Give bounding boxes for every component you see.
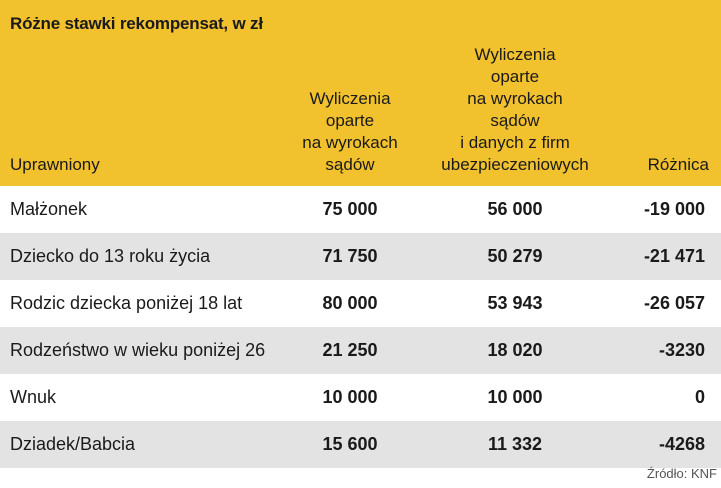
- row-value-court: 80 000: [322, 293, 378, 313]
- table-row: Dziecko do 13 roku życia 71 750 50 279 -…: [0, 233, 721, 280]
- row-difference: -19 000: [643, 199, 705, 219]
- header-court-rulings-line: sądów: [325, 155, 375, 174]
- row-name: Dziecko do 13 roku życia: [10, 246, 211, 266]
- header-court-rulings-line: na wyrokach: [302, 133, 398, 152]
- table-row: Dziadek/Babcia 15 600 11 332 -4268: [0, 421, 721, 468]
- header-court-rulings-line: oparte: [325, 111, 375, 130]
- row-value-insurers: 53 943: [487, 293, 543, 313]
- row-value-court: 15 600: [322, 434, 378, 454]
- row-difference: -3230: [658, 340, 705, 360]
- row-name: Dziadek/Babcia: [10, 434, 136, 454]
- header-court-and-insurers-line: oparte: [490, 67, 540, 86]
- table-title: Różne stawki rekompensat, w zł: [10, 14, 263, 33]
- header-court-rulings: Wyliczenia oparte na wyrokach sądów: [290, 88, 410, 176]
- header-court-and-insurers-line: sądów: [490, 111, 540, 130]
- compensation-table: Różne stawki rekompensat, w zł Uprawnion…: [0, 0, 721, 468]
- header-court-and-insurers-line: Wyliczenia: [474, 45, 556, 64]
- row-value-insurers: 56 000: [487, 199, 543, 219]
- row-value-insurers: 50 279: [487, 246, 543, 266]
- header-difference: Różnica: [647, 155, 709, 174]
- row-difference: -26 057: [643, 293, 705, 313]
- source-note: Źródło: KNF: [646, 466, 717, 481]
- header-uprawniony: Uprawniony: [10, 155, 100, 174]
- table-header: Różne stawki rekompensat, w zł Uprawnion…: [0, 0, 721, 186]
- table-row: Rodzeństwo w wieku poniżej 26 21 250 18 …: [0, 327, 721, 374]
- row-value-insurers: 18 020: [487, 340, 543, 360]
- row-value-court: 21 250: [322, 340, 378, 360]
- header-court-and-insurers-line: ubezpieczeniowych: [441, 155, 589, 174]
- row-value-insurers: 10 000: [487, 387, 543, 407]
- table-row: Małżonek 75 000 56 000 -19 000: [0, 186, 721, 233]
- header-court-and-insurers-line: i danych z firm: [460, 133, 570, 152]
- row-value-court: 10 000: [322, 387, 378, 407]
- header-court-and-insurers: Wyliczenia oparte na wyrokach sądów i da…: [420, 44, 610, 176]
- row-name: Rodzic dziecka poniżej 18 lat: [10, 293, 243, 313]
- row-name: Małżonek: [10, 199, 88, 219]
- header-court-and-insurers-line: na wyrokach: [467, 89, 563, 108]
- row-difference: -4268: [658, 434, 705, 454]
- row-value-court: 75 000: [322, 199, 378, 219]
- header-court-rulings-line: Wyliczenia: [309, 89, 391, 108]
- row-name: Wnuk: [10, 387, 57, 407]
- row-difference: 0: [694, 387, 705, 407]
- table-row: Wnuk 10 000 10 000 0: [0, 374, 721, 421]
- row-value-insurers: 11 332: [487, 434, 543, 454]
- table-row: Rodzic dziecka poniżej 18 lat 80 000 53 …: [0, 280, 721, 327]
- row-value-court: 71 750: [322, 246, 378, 266]
- row-name: Rodzeństwo w wieku poniżej 26: [10, 340, 266, 360]
- row-difference: -21 471: [643, 246, 705, 266]
